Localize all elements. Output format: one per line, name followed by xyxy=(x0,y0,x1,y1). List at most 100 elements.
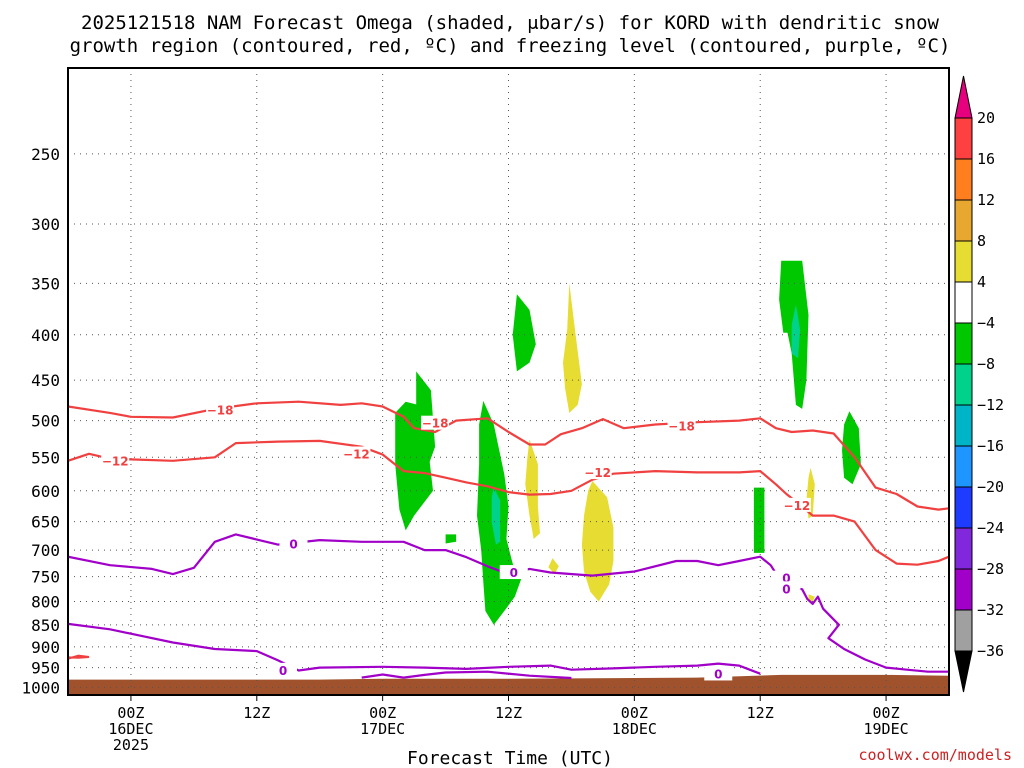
y-tick-label-800: 800 xyxy=(31,593,60,612)
y-tick-label-600: 600 xyxy=(31,482,60,501)
colorbar-label-2: 12 xyxy=(977,191,995,209)
colorbar-label-12: −32 xyxy=(977,601,1004,619)
colorbar-label-4: 4 xyxy=(977,273,986,291)
colorbar-swatch-4 xyxy=(954,281,973,324)
x-tick-label-60-0: 12Z xyxy=(747,704,774,722)
contour-label-bg-2-1 xyxy=(499,565,528,580)
contour-label-2-2: 0 xyxy=(782,572,790,586)
colorbar-label-9: −20 xyxy=(977,478,1004,496)
y-tick-label-350: 350 xyxy=(31,274,60,293)
omega-area-10 xyxy=(563,283,582,413)
y-tick-label-750: 750 xyxy=(31,568,60,587)
colorbar-label-1: 16 xyxy=(977,150,995,168)
contour-label-1-0: −12 xyxy=(102,454,129,468)
omega-area-8 xyxy=(491,487,501,545)
contour-label-4-1: 0 xyxy=(714,667,722,681)
colorbar-swatch-0 xyxy=(954,117,973,160)
colorbar-label-3: 8 xyxy=(977,232,986,250)
y-tick-label-700: 700 xyxy=(31,541,60,560)
colorbar-swatch-2 xyxy=(954,199,973,242)
chart-title-line-2: growth region (contoured, red, ºC) and f… xyxy=(70,35,951,57)
contour-label-0-2: −18 xyxy=(668,420,695,434)
x-tick-label-24-1: 17DEC xyxy=(360,720,405,738)
contour-label-2-3: 0 xyxy=(782,582,790,596)
colorbar-swatch-5 xyxy=(954,322,973,365)
contour-line-2 xyxy=(68,533,949,673)
contour-label-bg-2-2 xyxy=(772,570,801,585)
contour-label-bg-1-2 xyxy=(583,465,612,480)
x-tick-label-0-1: 16DEC xyxy=(108,720,153,738)
y-tick-label-1000: 1000 xyxy=(21,678,60,697)
y-tick-label-850: 850 xyxy=(31,616,60,635)
colorbar-swatch-3 xyxy=(954,240,973,283)
colorbar-label-8: −16 xyxy=(977,437,1004,455)
x-tick-label-24-0: 00Z xyxy=(369,704,396,722)
y-tick-label-500: 500 xyxy=(31,412,60,431)
contour-label-bg-1-1 xyxy=(342,446,371,461)
contour-label-bg-4-1 xyxy=(704,666,733,681)
colorbar-label-11: −28 xyxy=(977,560,1004,578)
contour-label-bg-1-0 xyxy=(101,453,130,468)
x-tick-label-72-0: 00Z xyxy=(873,704,900,722)
colorbar-label-10: −24 xyxy=(977,519,1004,537)
contour-label-1-2: −12 xyxy=(584,466,611,480)
contour-label-0-1: −18 xyxy=(422,417,449,431)
colorbar-swatch-7 xyxy=(954,404,973,447)
x-tick-label-36-0: 12Z xyxy=(495,704,522,722)
colorbar-top-triangle xyxy=(954,75,973,119)
colorbar-label-13: −36 xyxy=(977,642,1004,660)
x-tick-label-48-0: 00Z xyxy=(621,704,648,722)
colorbar-swatch-12 xyxy=(954,609,973,652)
y-tick-label-450: 450 xyxy=(31,371,60,390)
contour-label-2-0: 0 xyxy=(289,538,297,552)
colorbar-swatch-8 xyxy=(954,445,973,488)
x-axis-title: Forecast Time (UTC) xyxy=(407,748,613,768)
omega-area-7 xyxy=(842,411,861,485)
colorbar-bottom-triangle xyxy=(954,650,973,693)
contour-label-4-0: 0 xyxy=(279,664,287,678)
credit-text: coolwx.com/models xyxy=(858,746,1012,764)
contour-label-0-0: −18 xyxy=(207,403,234,417)
colorbar-label-0: 20 xyxy=(977,109,995,127)
colorbar: 20 16 12 8 4 −4 −8 −12 −16 −20 −24 −28 −32 −36 xyxy=(954,75,1004,693)
contour-label-bg-4-0 xyxy=(269,662,298,677)
y-tick-label-250: 250 xyxy=(31,145,60,164)
contour-label-bg-0-0 xyxy=(206,402,235,417)
contour-label-bg-2-0 xyxy=(279,536,308,551)
contour-line-4 xyxy=(361,670,572,680)
contour-label-2-1: 0 xyxy=(510,566,518,580)
contour-layer xyxy=(68,400,949,680)
colorbar-label-5: −4 xyxy=(977,314,995,332)
omega-area-9 xyxy=(791,304,801,359)
x-tick-label-0-0: 00Z xyxy=(117,704,144,722)
contour-label-bg-1-3 xyxy=(782,497,811,512)
colorbar-swatch-11 xyxy=(954,568,973,611)
colorbar-label-7: −12 xyxy=(977,396,1004,414)
x-tick-label-72-1: 19DEC xyxy=(863,720,908,738)
omega-area-4 xyxy=(445,534,457,544)
colorbar-label-6: −8 xyxy=(977,355,995,373)
contour-label-bg-0-2 xyxy=(667,418,696,433)
omega-area-12 xyxy=(581,481,614,602)
contour-label-bg-2-3 xyxy=(772,581,801,596)
x-tick-label-48-1: 18DEC xyxy=(612,720,657,738)
chart-title-line-1: 2025121518 NAM Forecast Omega (shaded, μ… xyxy=(81,12,939,34)
contour-label-1-3: −12 xyxy=(784,499,811,513)
contour-label-bg-0-1 xyxy=(421,415,450,430)
contour-line-0 xyxy=(68,400,949,511)
y-tick-label-550: 550 xyxy=(31,448,60,467)
omega-area-0 xyxy=(512,294,536,372)
y-axis-ticks: 250 300 350 400 450 500 550 600 650 700 750 800 850 9… xyxy=(21,145,60,698)
colorbar-swatch-10 xyxy=(954,527,973,570)
y-tick-label-900: 900 xyxy=(31,638,60,657)
omega-area-11 xyxy=(525,439,540,539)
contour-label-1-1: −12 xyxy=(343,447,370,461)
y-tick-label-950: 950 xyxy=(31,659,60,678)
contour-fragment xyxy=(68,654,90,660)
y-tick-label-650: 650 xyxy=(31,513,60,532)
omega-area-15 xyxy=(808,594,815,602)
x-tick-label-0-2: 2025 xyxy=(113,736,149,754)
contour-line-1 xyxy=(68,439,949,566)
